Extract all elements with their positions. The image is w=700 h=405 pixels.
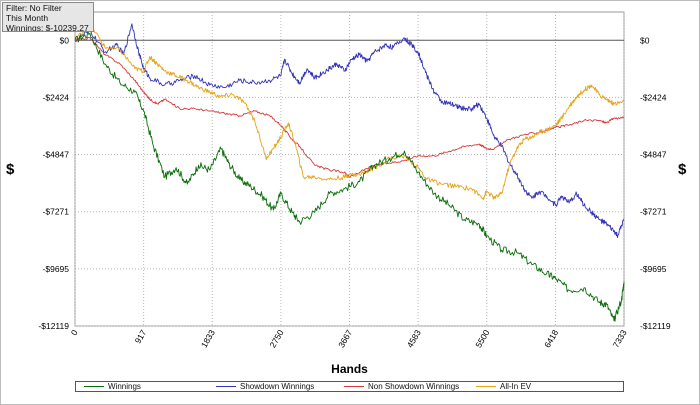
series-line-all-in-ev (74, 22, 625, 201)
series-line-winnings (74, 30, 625, 322)
x-axis-title: Hands (331, 362, 368, 376)
y-tick-labels-left: $0 -$2424 -$4847 -$7271 -$9695 -$12119 (38, 35, 69, 331)
legend-label: Winnings (108, 382, 141, 391)
period-label: This Month (6, 13, 49, 23)
series-lines (74, 22, 625, 322)
x-tick-label: 4583 (405, 328, 423, 350)
legend-label: All-In EV (500, 382, 532, 391)
legend-swatch (84, 386, 104, 388)
y-axis-title-right: $ (678, 161, 687, 178)
legend-item-winnings: Winnings (84, 382, 141, 391)
y-tick-label-right: -$12119 (640, 321, 671, 331)
x-tick-label: 3667 (336, 328, 354, 350)
x-tick-label: 7333 (611, 328, 629, 350)
x-tick-label: 6418 (542, 328, 560, 350)
legend-swatch (476, 386, 496, 388)
chart-legend: Winnings Showdown Winnings Non Showdown Wi… (75, 381, 624, 392)
series-line-showdown-winnings (74, 23, 625, 239)
x-tick-label: 917 (133, 328, 149, 346)
filter-info-box: Filter: No Filter This Month Winnings: $… (2, 2, 94, 32)
y-tick-label-left: -$9695 (43, 264, 70, 274)
x-tick-label: 0 (69, 328, 80, 337)
x-tick-label: 5500 (473, 328, 491, 350)
legend-swatch (216, 386, 236, 388)
y-tick-label-left: $0 (60, 35, 70, 45)
filter-label: Filter: No Filter (6, 3, 62, 13)
y-tick-label-right: -$9695 (640, 264, 667, 274)
legend-item-showdown-winnings: Showdown Winnings (216, 382, 314, 391)
winnings-total: Winnings: $-10239.27 (6, 23, 89, 32)
grid (74, 12, 625, 327)
y-axis-title-left: $ (6, 161, 15, 178)
legend-swatch (344, 386, 364, 388)
x-tick-label: 1833 (199, 328, 217, 350)
legend-label: Showdown Winnings (240, 382, 315, 391)
y-tick-label-right: -$7271 (640, 207, 667, 217)
y-tick-labels-right: $0 -$2424 -$4847 -$7271 -$9695 -$12119 (640, 35, 671, 331)
legend-item-non-showdown-winnings: Non Showdown Winnings (344, 382, 459, 391)
x-tick-labels: 0 917 1833 2750 3667 4583 5500 6418 7333 (69, 328, 629, 350)
y-tick-label-left: -$12119 (38, 321, 69, 331)
legend-label: Non Showdown Winnings (368, 382, 460, 391)
y-tick-label-left: -$4847 (43, 150, 70, 160)
y-tick-label-right: -$2424 (640, 92, 667, 102)
y-tick-label-left: -$2424 (43, 92, 70, 102)
y-tick-label-right: $0 (640, 35, 650, 45)
y-tick-label-left: -$7271 (43, 207, 70, 217)
x-tick-label: 2750 (267, 328, 285, 350)
legend-item-all-in-ev: All-In EV (476, 382, 531, 391)
y-tick-label-right: -$4847 (640, 150, 667, 160)
